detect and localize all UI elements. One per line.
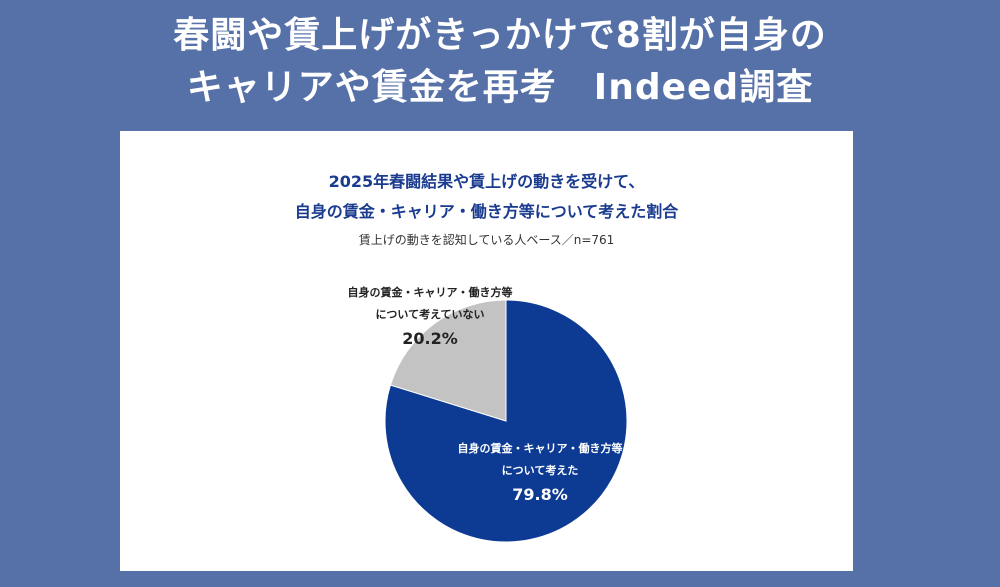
- slice-label-not-considered: 自身の賃金・キャリア・働き方等 について考えていない 20.2%: [310, 282, 550, 352]
- slice-label-line-2: について考えた: [501, 464, 579, 477]
- chart-title-line-2: 自身の賃金・キャリア・働き方等について考えた割合: [294, 202, 679, 221]
- slice-label-line-1: 自身の賃金・キャリア・働き方等: [457, 442, 623, 455]
- slice-label-line-1: 自身の賃金・キャリア・働き方等: [347, 286, 513, 299]
- chart-subtitle: 賃上げの動きを認知している人ベース／n=761: [358, 233, 615, 247]
- headline-line-2: キャリアや賃金を再考 Indeed調査: [186, 67, 814, 108]
- chart-title-line-1: 2025年春闘結果や賃上げの動きを受けて、: [328, 172, 645, 191]
- chart-card: 2025年春闘結果や賃上げの動きを受けて、 自身の賃金・キャリア・働き方等につい…: [120, 131, 853, 571]
- slice-percent: 20.2%: [402, 329, 458, 348]
- headline: 春闘や賃上げがきっかけで8割が自身の キャリアや賃金を再考 Indeed調査: [0, 10, 1000, 114]
- pie-chart: [384, 299, 628, 543]
- slice-percent: 79.8%: [512, 485, 568, 504]
- chart-title: 2025年春闘結果や賃上げの動きを受けて、 自身の賃金・キャリア・働き方等につい…: [120, 167, 853, 227]
- headline-line-1: 春闘や賃上げがきっかけで8割が自身の: [173, 15, 827, 56]
- slice-label-considered: 自身の賃金・キャリア・働き方等 について考えた 79.8%: [420, 438, 660, 508]
- pie-slice-not-considered: [389, 299, 507, 422]
- slice-label-line-2: について考えていない: [375, 308, 485, 321]
